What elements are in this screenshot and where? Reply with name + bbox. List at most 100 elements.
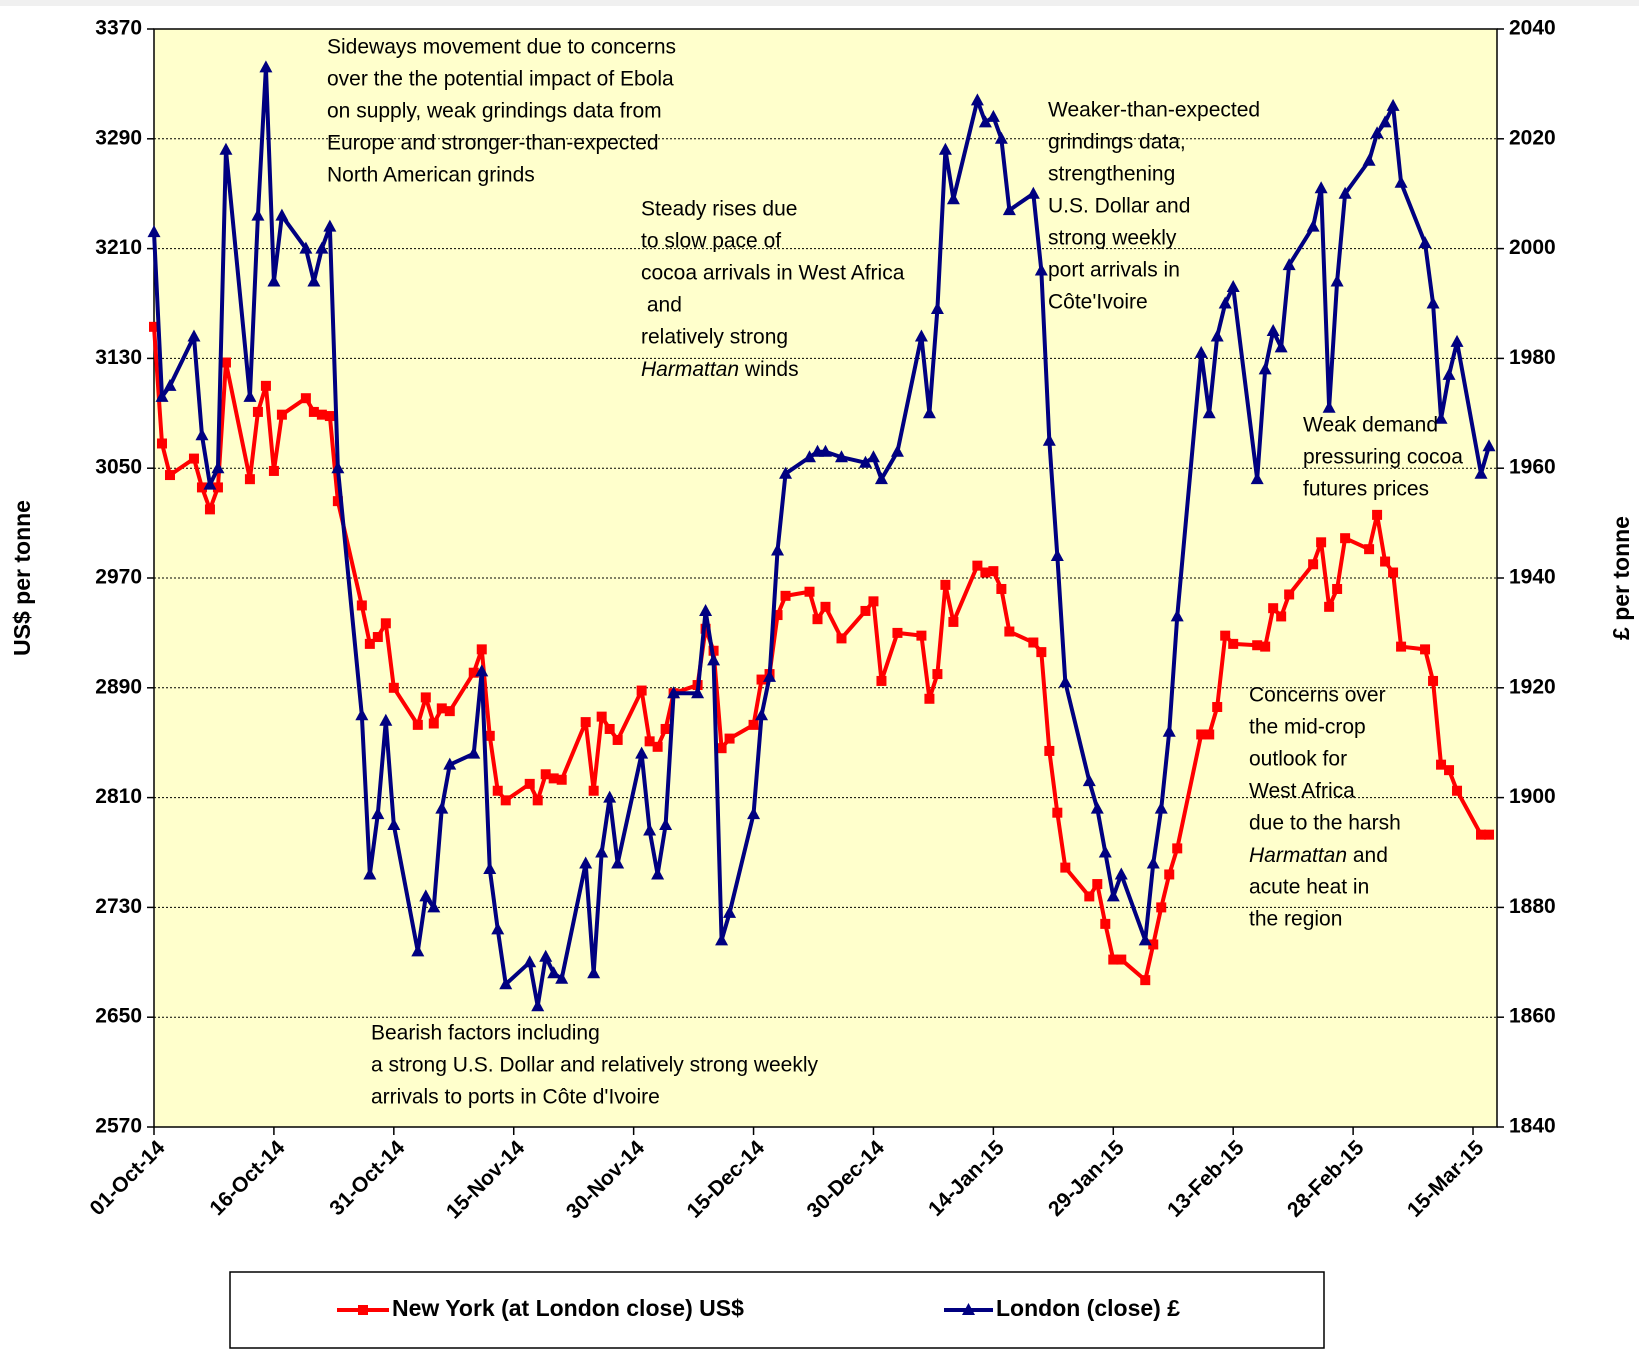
- marker: [1284, 589, 1295, 600]
- marker: [804, 586, 815, 597]
- annotation-line: Concerns over: [1249, 684, 1386, 707]
- annotation-line: to slow pace of: [641, 230, 781, 253]
- marker: [820, 601, 831, 612]
- marker: [484, 730, 495, 741]
- marker: [986, 109, 1000, 122]
- marker: [315, 241, 329, 254]
- marker: [948, 616, 959, 627]
- annotation-line: Bearish factors including: [371, 1022, 600, 1045]
- y-tick-label: 3370: [95, 17, 142, 40]
- x-tick-label: 15-Dec-14: [683, 1136, 770, 1223]
- marker: [380, 618, 391, 629]
- marker: [724, 733, 735, 744]
- marker: [203, 477, 217, 490]
- marker: [356, 600, 367, 611]
- marker: [267, 274, 281, 287]
- legend-marker: [962, 1303, 975, 1315]
- marker: [532, 795, 543, 806]
- marker: [188, 453, 199, 464]
- annotation-line: West Africa: [1249, 780, 1355, 803]
- annotation-line: pressuring cocoa: [1303, 446, 1463, 469]
- marker: [834, 450, 848, 463]
- marker: [1114, 867, 1128, 880]
- marker: [371, 807, 385, 820]
- marker: [1324, 601, 1335, 612]
- marker: [1474, 466, 1488, 479]
- marker: [1034, 263, 1048, 276]
- marker: [860, 605, 871, 616]
- marker: [252, 406, 263, 417]
- marker: [443, 757, 457, 770]
- marker: [587, 966, 601, 979]
- marker: [603, 790, 617, 803]
- marker: [803, 450, 817, 463]
- annotation-line: Weak demand: [1303, 414, 1438, 437]
- annotation-line: on supply, weak grindings data from: [327, 100, 662, 123]
- marker: [491, 922, 505, 935]
- marker: [1386, 98, 1400, 111]
- marker: [916, 630, 927, 641]
- marker: [1148, 939, 1159, 950]
- marker: [980, 567, 991, 578]
- legend-label: New York (at London close) US$: [392, 1295, 744, 1321]
- marker: [331, 461, 345, 474]
- marker: [892, 627, 903, 638]
- marker: [1060, 862, 1071, 873]
- x-tick-label: 30-Nov-14: [562, 1136, 649, 1223]
- marker: [715, 933, 729, 946]
- marker: [866, 450, 880, 463]
- marker: [316, 409, 327, 420]
- marker: [204, 504, 215, 515]
- marker: [1396, 641, 1407, 652]
- marker: [748, 719, 759, 730]
- y-tick-label: 2970: [95, 566, 142, 589]
- annotation-line: Harmattan winds: [641, 358, 799, 381]
- marker: [524, 778, 535, 789]
- annotation-line: cocoa arrivals in West Africa: [641, 262, 905, 285]
- marker: [299, 241, 313, 254]
- marker: [1042, 433, 1056, 446]
- marker: [1314, 181, 1328, 194]
- marker: [667, 686, 681, 699]
- marker: [1002, 203, 1016, 216]
- y-tick-label: 2890: [95, 675, 142, 698]
- marker: [644, 736, 655, 747]
- y2-tick-label: 1860: [1509, 1005, 1556, 1028]
- marker: [323, 219, 337, 232]
- marker: [763, 669, 777, 682]
- marker: [1362, 153, 1376, 166]
- marker: [499, 977, 513, 990]
- annotation-line: strengthening: [1048, 163, 1175, 186]
- marker: [1052, 807, 1063, 818]
- marker: [1036, 647, 1047, 658]
- marker: [1322, 400, 1336, 413]
- marker: [364, 638, 375, 649]
- marker: [636, 685, 647, 696]
- marker: [187, 329, 201, 342]
- x-tick-label: 01-Oct-14: [86, 1136, 170, 1220]
- marker: [946, 192, 960, 205]
- annotation-line: due to the harsh: [1249, 812, 1401, 835]
- marker: [1164, 869, 1175, 880]
- y2-tick-label: 1940: [1509, 566, 1556, 589]
- annotation-line: arrivals to ports in Côte d'Ivoire: [371, 1086, 660, 1109]
- marker: [699, 603, 713, 616]
- marker: [1058, 675, 1072, 688]
- marker: [531, 999, 545, 1012]
- marker: [1162, 724, 1176, 737]
- marker: [308, 406, 319, 417]
- y-tick-label: 2570: [95, 1115, 142, 1138]
- marker: [260, 380, 271, 391]
- marker: [1370, 126, 1384, 139]
- marker: [972, 560, 983, 571]
- marker: [1210, 329, 1224, 342]
- marker: [555, 971, 569, 984]
- marker: [1394, 175, 1408, 188]
- marker: [1476, 829, 1487, 840]
- marker: [1418, 236, 1432, 249]
- marker: [156, 438, 167, 449]
- annotation-line: relatively strong: [641, 326, 788, 349]
- marker: [612, 734, 623, 745]
- legend-marker: [358, 1305, 368, 1315]
- marker: [363, 867, 377, 880]
